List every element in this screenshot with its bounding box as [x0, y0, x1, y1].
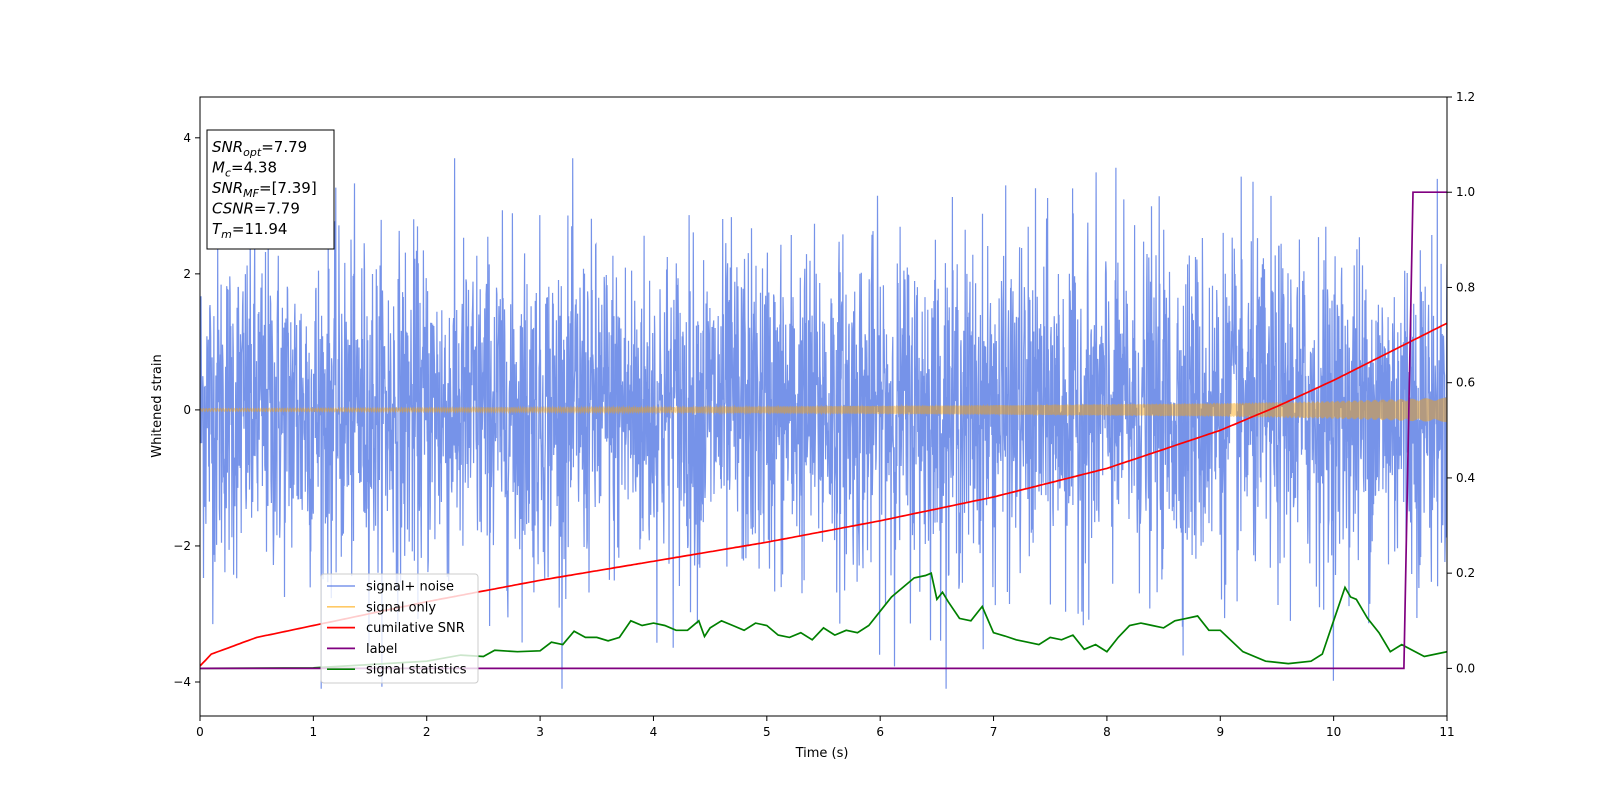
annotation-line: SNRopt=7.79 — [212, 138, 307, 159]
x-tick-label: 11 — [1439, 725, 1454, 739]
legend-label: cumilative SNR — [366, 621, 465, 636]
annotation-line: CSNR=7.79 — [212, 200, 300, 218]
x-tick-label: 9 — [1216, 725, 1224, 739]
x-tick-label: 2 — [423, 725, 431, 739]
annotation-line: SNRMF=[7.39] — [212, 179, 317, 200]
legend-label: signal only — [366, 600, 436, 615]
y-tick-label: 4 — [183, 131, 191, 145]
annotation-line: Tm=11.94 — [212, 220, 287, 241]
y2-tick-label: 1.0 — [1456, 185, 1475, 199]
legend: signal+ noise signal only cumilative SNR la… — [320, 573, 479, 684]
annotation-frame — [206, 129, 335, 250]
x-tick-label: 7 — [990, 725, 998, 739]
y2-tick-label: 0.6 — [1456, 376, 1475, 390]
x-axis-ticks: 0 1 2 3 4 5 6 7 8 9 10 11 — [196, 716, 1455, 739]
label-line — [200, 191, 1447, 670]
y-tick-label: −2 — [173, 539, 191, 553]
y-tick-label: −4 — [173, 675, 191, 689]
x-tick-label: 5 — [763, 725, 771, 739]
legend-label: signal statistics — [366, 663, 467, 678]
plot-frame — [199, 96, 1448, 717]
x-tick-label: 6 — [876, 725, 884, 739]
y-axis-label: Whitened strain — [150, 354, 165, 457]
x-tick-label: 8 — [1103, 725, 1111, 739]
y-tick-label: 0 — [183, 403, 191, 417]
x-tick-label: 0 — [196, 725, 204, 739]
signal-plus-noise-series — [200, 158, 1447, 689]
signal-statistics-line — [200, 572, 1447, 670]
y2-tick-label: 0.0 — [1456, 661, 1475, 675]
y-tick-label: 2 — [183, 267, 191, 281]
y2-tick-label: 0.8 — [1456, 280, 1475, 294]
x-tick-label: 1 — [310, 725, 318, 739]
legend-frame — [320, 573, 479, 684]
y2-tick-label: 0.4 — [1456, 471, 1475, 485]
x-tick-label: 4 — [650, 725, 658, 739]
left-y-axis-ticks: 4 2 0 −2 −4 — [173, 131, 200, 689]
signal-plus-noise-line — [200, 158, 1447, 689]
legend-label: signal+ noise — [366, 580, 454, 595]
right-y-axis-ticks: 1.2 1.0 0.8 0.6 0.4 0.2 0.0 — [1447, 90, 1475, 675]
annotation-line: Mc=4.38 — [212, 159, 277, 180]
signal-only-series — [200, 397, 1447, 423]
legend-label: label — [366, 642, 397, 657]
x-tick-label: 10 — [1326, 725, 1341, 739]
y2-tick-label: 1.2 — [1456, 90, 1475, 104]
x-axis-label: Time (s) — [795, 746, 849, 761]
signal-only-line — [200, 397, 1447, 423]
y2-tick-label: 0.2 — [1456, 566, 1475, 580]
x-tick-label: 3 — [536, 725, 544, 739]
